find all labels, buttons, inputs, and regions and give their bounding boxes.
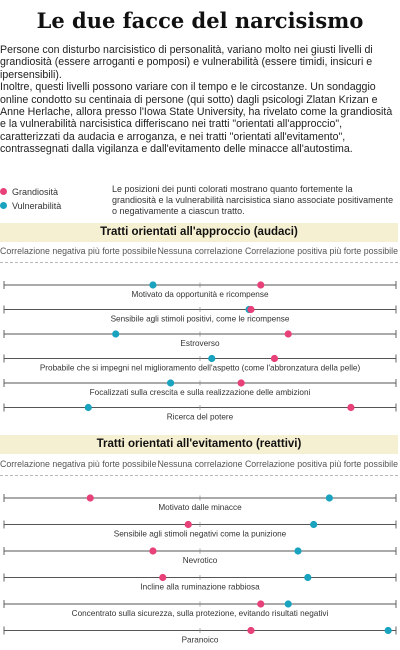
trait-label: Sensibile agli stimoli positivi, come le… [111,315,290,324]
grandiosity-point [270,354,279,363]
legend-label: Vulnerabilità [12,201,62,211]
grandiosity-point [247,305,255,314]
axis-divider [0,262,398,263]
trait-row: Probabile che si impegni nel miglioramen… [3,354,397,373]
trait-label: Motivato da opportunità e ricompense [132,290,269,299]
vulnerability-point [284,600,292,608]
grandiosity-point [247,626,255,635]
trait-row: Incline alla ruminazione rabbiosa [3,573,397,592]
axis-label-positive: Correlazione positiva più forte possibil… [244,459,398,469]
section-header-avoidance: Tratti orientati all'evitamento (reattiv… [0,435,398,454]
grandiosity-point [149,547,157,555]
vulnerability-point [384,626,392,635]
trait-label: Probabile che si impegni nel miglioramen… [40,364,361,373]
axis-label-negative: Correlazione negativa più forte possibil… [0,246,157,256]
trait-label: Sensibile agli stimoli negativi come la … [114,530,287,539]
vulnerability-point [310,520,318,529]
trait-label: Motivato dalle minacce [158,503,242,512]
grandiosity-point [257,281,265,289]
page-title: Le due facce del narcisismo [36,8,364,33]
vulnerability-point [325,494,333,502]
intro-paragraph: Inoltre, questi livelli possono variare … [0,81,393,156]
grandiosity-point [86,494,94,502]
vulnerability-dot-icon [0,202,7,209]
legend: Grandiosità Vulnerabilità Le posizioni d… [0,184,400,218]
grandiosity-point [284,330,292,338]
legend-label: Grandiosità [12,187,59,197]
grandiosity-dot-icon [0,188,7,195]
grandiosity-point [159,573,167,582]
trait-row: Motivato da opportunità e ricompense [3,281,397,299]
axis-label-neutral: Nessuna correlazione [157,246,243,256]
avoidance-traits-chart: Motivato dalle minacce Sensibile agli sti… [3,494,397,645]
vulnerability-point [208,354,216,363]
trait-row: Ricerca del potere [3,403,397,422]
vulnerability-point [149,281,157,289]
trait-label: Nevrotico [183,556,218,565]
trait-row: Focalizzati sulla crescita e sulla reali… [3,379,397,397]
intro-text: Persone con disturbo narcisistico di per… [0,44,398,156]
trait-row: Motivato dalle minacce [3,494,397,512]
trait-label: Incline alla ruminazione rabbiosa [140,583,260,592]
trait-label: Focalizzati sulla crescita e sulla reali… [90,388,311,397]
grandiosity-point [237,379,245,387]
grandiosity-point [257,600,265,608]
trait-label: Paranoico [182,636,219,645]
intro-paragraph: Persone con disturbo narcisistico di per… [0,44,373,81]
grandiosity-point [347,403,355,412]
trait-row: Estroverso [3,330,397,348]
axis-label-negative: Correlazione negativa più forte possibil… [0,459,157,469]
vulnerability-point [167,379,175,387]
trait-row: Paranoico [3,626,397,645]
trait-label: Concentrato sulla sicurezza, sulla prote… [72,609,329,618]
vulnerability-point [294,547,302,555]
section-header-approach: Tratti orientati all'approccio (audaci) [0,223,398,242]
trait-row: Sensibile agli stimoli negativi come la … [3,520,397,539]
trait-label: Estroverso [180,339,220,348]
legend-description: Le posizioni dei punti colorati mostrano… [112,184,394,216]
trait-row: Concentrato sulla sicurezza, sulla prote… [3,600,397,618]
vulnerability-point [112,330,120,338]
axis-label-neutral: Nessuna correlazione [157,459,243,469]
axis-divider [0,475,398,476]
vulnerability-point [304,573,312,582]
trait-row: Nevrotico [3,547,397,565]
trait-row: Sensibile agli stimoli positivi, come le… [3,305,397,324]
approach-traits-chart: Motivato da opportunità e ricompense Sens… [3,281,397,422]
vulnerability-point [84,403,92,412]
grandiosity-point [184,520,192,529]
trait-label: Ricerca del potere [167,413,234,422]
axis-label-positive: Correlazione positiva più forte possibil… [244,246,398,256]
